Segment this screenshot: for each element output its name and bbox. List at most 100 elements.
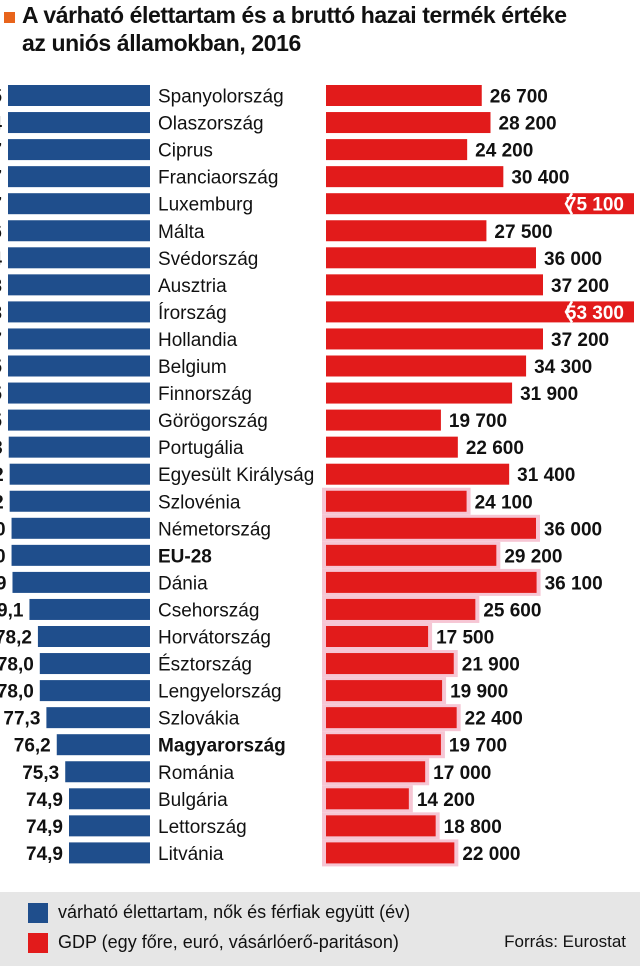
life-value-3: 82,7 xyxy=(0,168,2,189)
gdp-value-15: 24 100 xyxy=(475,492,533,513)
legend-swatch-gdp xyxy=(28,932,48,953)
life-value-23: 77,3 xyxy=(3,709,40,730)
life-bar-23 xyxy=(46,707,150,729)
country-label-20: Horvátország xyxy=(158,628,271,649)
legend-label-gdp: GDP (egy főre, euró, vásárlóerő-paritáso… xyxy=(58,932,399,952)
country-label-18: Dánia xyxy=(158,573,208,594)
life-value-10: 81,5 xyxy=(0,357,2,378)
gdp-bar-3 xyxy=(326,166,504,188)
life-bar-6 xyxy=(8,247,150,269)
country-label-11: Finnország xyxy=(158,384,252,405)
life-bar-25 xyxy=(65,761,150,783)
country-label-10: Belgium xyxy=(158,357,227,378)
life-value-14: 81,2 xyxy=(0,465,4,486)
country-label-22: Lengyelország xyxy=(158,682,282,703)
life-value-6: 82,4 xyxy=(0,249,2,270)
gdp-value-8: 53 300 xyxy=(566,303,624,324)
life-value-5: 82,6 xyxy=(0,222,2,243)
gdp-value-16: 36 000 xyxy=(544,519,602,540)
life-value-2: 82,7 xyxy=(0,141,2,162)
life-bar-7 xyxy=(8,274,150,296)
legend: várható élettartam, nők és férfiak együt… xyxy=(0,892,640,966)
life-bar-13 xyxy=(8,436,150,458)
gdp-bar-15 xyxy=(326,490,467,512)
gdp-bar-6 xyxy=(326,247,536,269)
gdp-bar-10 xyxy=(326,355,527,377)
country-label-14: Egyesült Királyság xyxy=(158,465,314,486)
gdp-bar-8 xyxy=(326,301,634,323)
life-value-16: 81,0 xyxy=(0,519,6,540)
life-bar-3 xyxy=(8,166,150,188)
country-label-17: EU-28 xyxy=(158,546,212,567)
life-value-21: 78,0 xyxy=(0,655,34,676)
gdp-value-25: 17 000 xyxy=(433,763,491,784)
gdp-value-9: 37 200 xyxy=(551,330,609,351)
life-value-28: 74,9 xyxy=(26,844,63,865)
gdp-bar-27 xyxy=(326,815,436,837)
title-marker xyxy=(4,12,15,23)
country-label-12: Görögország xyxy=(158,411,268,432)
life-value-22: 78,0 xyxy=(0,682,34,703)
life-value-8: 81,8 xyxy=(0,303,2,324)
country-label-3: Franciaország xyxy=(158,168,278,189)
life-value-1: 83,4 xyxy=(0,114,2,135)
gdp-bar-14 xyxy=(326,463,510,485)
life-bar-20 xyxy=(37,626,150,647)
gdp-bar-25 xyxy=(326,761,426,783)
life-value-19: 79,1 xyxy=(0,600,24,621)
gdp-value-26: 14 200 xyxy=(417,790,475,811)
gdp-value-18: 36 100 xyxy=(545,573,603,594)
gdp-bar-0 xyxy=(326,85,482,106)
gdp-break-mark-4 xyxy=(564,192,574,215)
legend-item-life: várható élettartam, nők és férfiak együt… xyxy=(28,902,410,923)
country-label-7: Ausztria xyxy=(158,276,227,297)
gdp-value-2: 24 200 xyxy=(475,141,533,162)
country-label-5: Málta xyxy=(158,222,205,243)
gdp-bar-16 xyxy=(326,517,536,539)
country-label-1: Olaszország xyxy=(158,114,264,135)
gdp-value-23: 22 400 xyxy=(465,709,523,730)
life-bar-15 xyxy=(9,490,150,512)
title-line-2: az uniós államokban, 2016 xyxy=(22,30,301,56)
gdp-bar-9 xyxy=(326,328,543,350)
life-bar-14 xyxy=(9,463,150,485)
legend-item-gdp: GDP (egy főre, euró, vásárlóerő-paritáso… xyxy=(28,932,399,953)
gdp-bar-17 xyxy=(326,544,497,566)
life-bar-8 xyxy=(8,301,150,323)
life-value-15: 81,2 xyxy=(0,492,4,513)
country-label-25: Románia xyxy=(158,763,234,784)
life-bar-28 xyxy=(69,842,150,864)
gdp-bar-22 xyxy=(326,680,443,702)
gdp-value-3: 30 400 xyxy=(511,168,569,189)
title-line-1: A várható élettartam és a bruttó hazai t… xyxy=(22,2,567,28)
life-bar-5 xyxy=(8,220,150,242)
life-bar-26 xyxy=(69,788,150,810)
gdp-break-mark-8 xyxy=(564,300,574,324)
gdp-value-17: 29 200 xyxy=(504,546,562,567)
gdp-value-22: 19 900 xyxy=(450,682,508,703)
gdp-value-13: 22 600 xyxy=(466,438,524,459)
country-label-28: Litvánia xyxy=(158,844,224,865)
life-bar-17 xyxy=(11,544,151,566)
country-label-6: Svédország xyxy=(158,249,258,270)
gdp-bar-13 xyxy=(326,436,458,458)
life-value-27: 74,9 xyxy=(26,817,63,838)
life-bar-1 xyxy=(8,112,150,134)
gdp-bar-4 xyxy=(326,193,634,215)
life-value-0: 83,5 xyxy=(0,87,2,108)
life-bar-19 xyxy=(29,598,150,620)
legend-swatch-life xyxy=(28,902,48,923)
gdp-value-0: 26 700 xyxy=(490,87,548,108)
life-bar-0 xyxy=(8,85,150,106)
country-label-21: Észtország xyxy=(158,655,252,676)
country-label-26: Bulgária xyxy=(158,790,228,811)
gdp-bar-21 xyxy=(326,653,454,675)
gdp-bar-7 xyxy=(326,274,543,296)
gdp-bar-18 xyxy=(326,571,537,593)
country-label-8: Írország xyxy=(158,303,227,324)
country-label-4: Luxemburg xyxy=(158,195,253,216)
legend-label-life: várható élettartam, nők és férfiak együt… xyxy=(58,902,411,922)
gdp-value-1: 28 200 xyxy=(499,114,557,135)
country-label-24: Magyarország xyxy=(158,736,286,757)
